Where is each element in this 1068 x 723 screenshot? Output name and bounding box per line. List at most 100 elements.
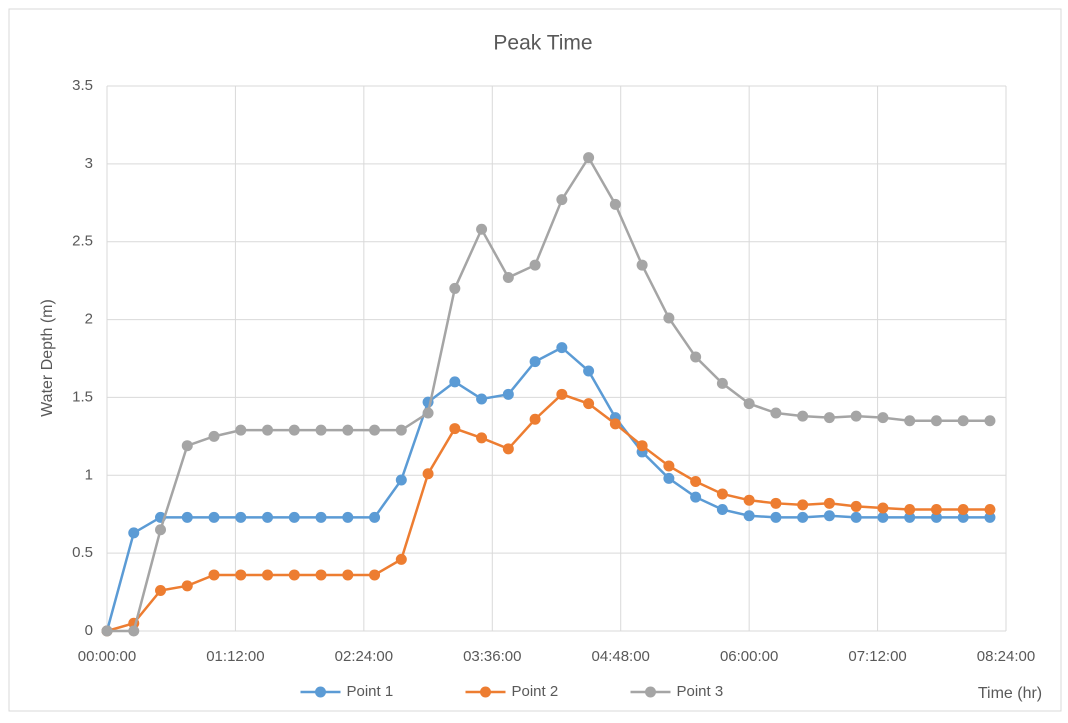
data-point [743,510,755,522]
data-point [181,580,193,592]
data-point [583,398,595,410]
data-point [850,410,862,422]
series-line [106,392,990,633]
x-axis-label: Time (hr) [978,685,1042,702]
chart-title: Peak Time [493,32,592,55]
legend-marker [315,686,326,698]
data-point [984,504,996,516]
data-point [957,415,969,427]
data-point [395,474,407,486]
data-point [529,413,541,425]
data-point [529,259,541,271]
series-line [107,155,990,633]
data-point [342,511,354,523]
data-point [716,504,728,516]
data-point [636,440,648,452]
data-point [716,377,728,389]
data-point [797,511,809,523]
x-tick-label: 04:48:00 [592,648,650,665]
data-point [449,376,461,388]
y-tick-label: 1 [85,466,93,483]
data-point [235,569,247,581]
data-point [342,569,354,581]
data-point [422,407,434,419]
data-point [288,511,300,523]
y-tick-label: 2 [85,311,93,328]
data-point [583,152,595,164]
y-tick-label: 2.5 [72,233,93,250]
data-point [502,272,514,284]
legend-marker [645,686,656,698]
data-point [663,472,675,484]
data-point [181,511,193,523]
data-point [957,504,969,516]
data-point [128,527,140,539]
data-point [155,524,167,536]
data-point [930,504,942,516]
data-point [797,410,809,422]
data-point [743,494,755,506]
data-point [476,393,488,405]
data-point [395,553,407,565]
y-tick-label: 3.5 [72,77,93,94]
data-point [369,511,381,523]
data-point [235,511,247,523]
data-point [288,569,300,581]
data-point [502,388,514,400]
data-point [556,388,568,400]
data-point [823,497,835,509]
data-point [770,511,782,523]
data-point [315,511,327,523]
data-point [395,424,407,436]
data-point [181,440,193,452]
data-point [770,497,782,509]
legend-label: Point 1 [347,683,394,700]
data-point [663,312,675,324]
data-point [904,504,916,516]
y-tick-label: 0 [85,622,93,639]
data-point [877,412,889,424]
data-point [369,569,381,581]
data-point [128,625,140,637]
data-point [449,423,461,435]
x-tick-label: 02:24:00 [335,648,393,665]
data-point [262,424,274,436]
data-point [556,342,568,354]
data-point [797,499,809,511]
x-tick-label: 07:12:00 [848,648,906,665]
y-tick-label: 3 [85,155,93,172]
legend-label: Point 2 [512,683,559,700]
data-point [984,415,996,427]
data-point [609,418,621,430]
data-point [235,424,247,436]
data-point [823,412,835,424]
data-point [690,491,702,503]
data-point [422,468,434,480]
data-point [556,194,568,206]
data-point [877,511,889,523]
data-point [583,365,595,377]
data-point [342,424,354,436]
legend-label: Point 3 [677,683,724,700]
data-point [850,500,862,512]
data-point [101,625,113,637]
data-point [743,398,755,410]
data-point [208,430,220,442]
data-point [770,407,782,419]
y-tick-label: 0.5 [72,544,93,561]
data-point [262,511,274,523]
data-point [877,502,889,514]
data-point [155,585,167,597]
data-point [663,460,675,472]
data-point [690,476,702,488]
y-axis-label: Water Depth (m) [39,299,56,417]
data-point [984,511,996,523]
data-point [690,351,702,363]
data-point [476,223,488,235]
data-point [850,511,862,523]
data-point [476,432,488,444]
data-point [716,488,728,500]
data-point [930,511,942,523]
